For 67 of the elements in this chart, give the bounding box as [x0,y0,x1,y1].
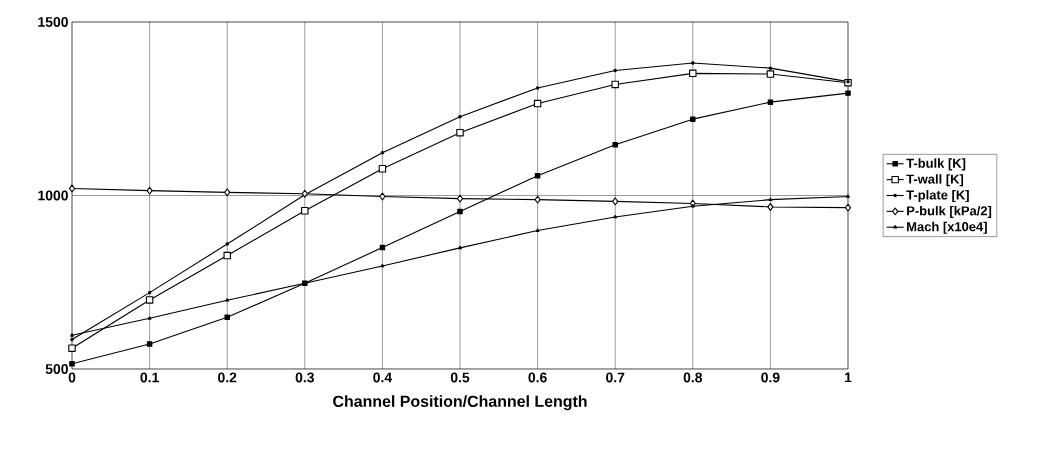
x-tick-label: 0.6 [528,372,547,383]
point [301,189,308,198]
point [378,165,387,173]
point [380,151,385,155]
point [69,361,75,367]
legend-label: T-bulk [K] [906,158,966,171]
x-tick-label: 0.4 [373,372,393,383]
point [767,99,774,105]
x-tick-label: 0.9 [761,372,780,383]
point [845,90,851,96]
legend-label: Mach [x10e4] [907,221,987,234]
point [844,203,852,212]
point [456,194,464,203]
y-tick-label: 500 [45,364,68,374]
point [458,245,462,250]
point [613,68,617,73]
point [846,194,850,198]
x-tick-label: 0.2 [218,372,237,383]
point [535,86,540,90]
point [147,290,152,295]
x-tick-label: 0.1 [140,372,159,383]
y-tick-label: 1000 [38,190,68,201]
point [70,333,74,337]
point [691,61,695,65]
point [68,344,76,352]
point [224,188,231,197]
x-tick-label: 1 [845,372,852,383]
point [766,70,775,78]
point [457,208,463,215]
point [613,214,618,219]
x-axis-title: Channel Position/Channel Length [333,395,587,411]
legend-label: T-plate [K] [906,190,969,203]
point [301,207,309,215]
point [535,228,540,232]
x-tick-label: 0.7 [606,372,625,383]
point [689,69,697,78]
legend-label: T-wall [K] [906,174,964,187]
x-tick-label: 0.5 [450,372,470,383]
point [379,192,386,201]
point [768,197,773,201]
point [767,203,774,211]
point [458,114,462,119]
point [68,184,76,193]
point [456,128,464,137]
point [534,172,541,179]
point [224,314,230,321]
point [147,316,152,320]
point [225,242,229,246]
point [611,80,619,89]
x-tick-label: 0.3 [295,372,314,383]
point [612,197,619,206]
point [225,298,230,302]
point [70,337,74,342]
point [145,296,154,304]
point [146,186,153,195]
point [768,66,773,70]
x-tick-label: 0.8 [683,372,703,383]
point [690,204,695,208]
point [690,116,696,122]
point [380,263,385,268]
point [534,195,541,204]
x-tick-label: 0 [68,372,76,383]
y-tick-label: 1500 [38,17,68,27]
point [223,251,231,260]
point [612,142,618,148]
legend-label: P-bulk [kPa/2] [907,205,992,218]
point [146,341,153,347]
